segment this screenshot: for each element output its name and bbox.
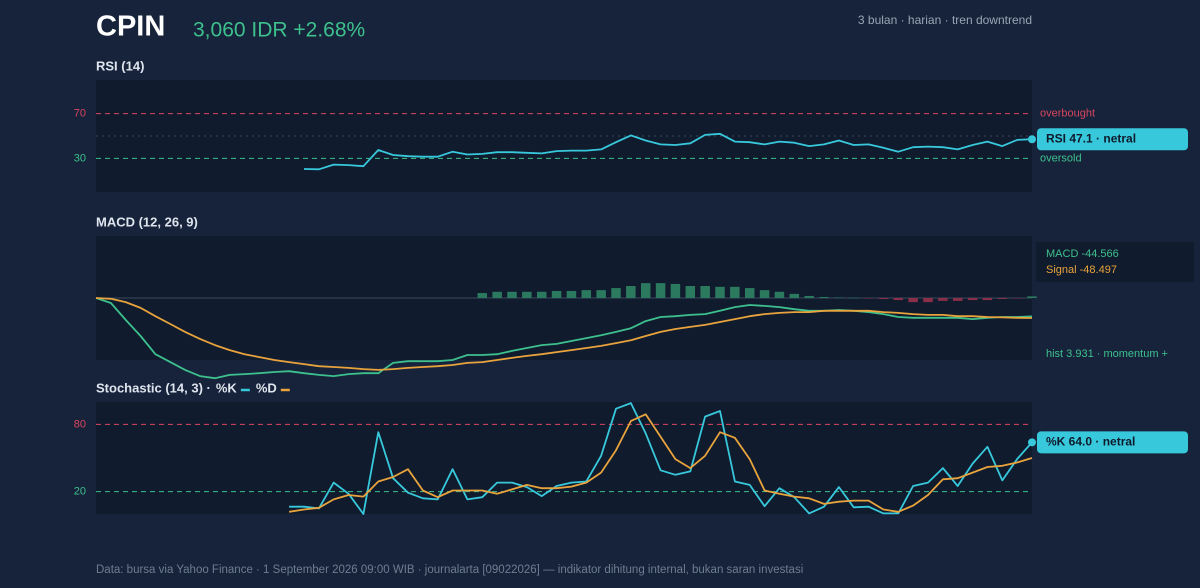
histogram-bar — [997, 298, 1008, 299]
histogram-bar — [492, 291, 502, 298]
legend-entry: %K — [216, 380, 238, 395]
badge-text: %K 64.0 · netral — [1046, 434, 1135, 448]
y-tick-label: 20 — [74, 486, 86, 498]
histogram-bar — [730, 286, 740, 298]
histogram-bar — [819, 297, 829, 298]
histogram-bar — [967, 298, 978, 301]
y-tick-label: 70 — [74, 108, 86, 120]
histogram-bar — [938, 298, 948, 301]
note: hist 3.931 · momentum + — [1046, 348, 1168, 360]
histogram-bar — [477, 293, 488, 298]
histogram-bar — [626, 286, 636, 298]
reference-label: oversold — [1040, 152, 1082, 164]
ticker: CPIN — [96, 11, 165, 43]
reference-label: overbought — [1040, 108, 1095, 120]
histogram-bar — [834, 297, 844, 299]
panel-title: Stochastic (14, 3) · — [96, 380, 211, 395]
histogram-bar — [1027, 296, 1037, 298]
histogram-bar — [759, 290, 770, 298]
histogram-bar — [774, 291, 785, 298]
histogram-bar — [522, 291, 532, 298]
histogram-bar — [923, 298, 933, 303]
legend-box — [1036, 242, 1194, 282]
badge — [1037, 128, 1188, 151]
legend-entry: %D — [256, 380, 277, 395]
series-line — [288, 413, 1033, 513]
histogram-bar — [536, 291, 547, 298]
y-tick-label: 30 — [74, 152, 86, 164]
histogram-bar — [715, 286, 725, 298]
histogram-bar — [655, 283, 666, 298]
histogram-bar — [581, 290, 592, 298]
last-point — [1028, 135, 1036, 144]
badge-text: RSI 47.1 · netral — [1046, 131, 1136, 145]
footer: Data: bursa via Yahoo Finance · 1 Septem… — [96, 564, 803, 576]
histogram-bar — [685, 286, 696, 298]
panel-title: MACD (12, 26, 9) — [96, 214, 198, 229]
histogram-bar — [908, 298, 918, 303]
histogram-bar — [670, 283, 681, 298]
badge — [1037, 431, 1188, 454]
series-line — [303, 132, 1033, 171]
histogram-bar — [596, 290, 606, 298]
series-line — [95, 297, 1033, 371]
histogram-bar — [744, 288, 755, 298]
histogram-bar — [507, 291, 517, 298]
histogram-bar — [551, 290, 562, 298]
y-tick-label: 80 — [74, 418, 86, 430]
histogram-bar — [952, 298, 963, 301]
last-point — [1028, 438, 1036, 447]
panel — [96, 402, 1032, 514]
histogram-bar — [789, 293, 800, 298]
panel-title: RSI (14) — [96, 58, 144, 73]
series-line — [95, 297, 1033, 380]
histogram-bar — [640, 283, 651, 298]
histogram-bar — [893, 298, 904, 301]
legend-entry: Signal -48.497 — [1046, 264, 1117, 276]
price: 3,060 IDR +2.68% — [193, 19, 365, 42]
histogram-bar — [611, 288, 621, 298]
histogram-bar — [700, 286, 710, 298]
series-line — [289, 402, 1033, 515]
histogram-bar — [848, 297, 859, 299]
histogram-bar — [804, 295, 814, 298]
histogram-bar — [863, 298, 874, 299]
histogram-bar — [982, 298, 993, 301]
subtitle: 3 bulan · harian · tren downtrend — [858, 13, 1032, 27]
histogram-bar — [566, 290, 577, 298]
histogram-bar — [1012, 298, 1022, 299]
legend-entry: MACD -44.566 — [1046, 248, 1119, 260]
histogram-bar — [878, 298, 889, 299]
